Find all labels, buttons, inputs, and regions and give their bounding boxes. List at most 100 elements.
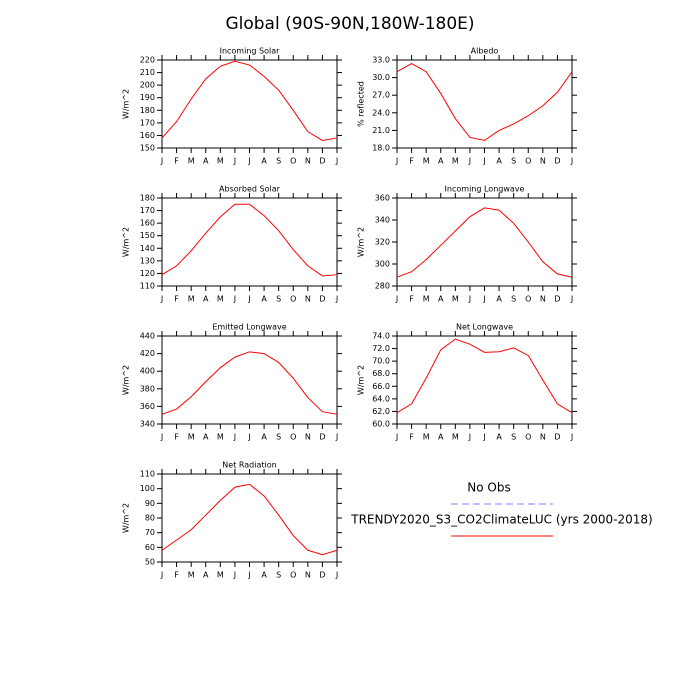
x-tick-label: M <box>188 571 195 580</box>
x-tick-label: A <box>496 433 502 442</box>
y-tick-label: 62.0 <box>372 407 390 416</box>
y-tick-label: 21.0 <box>372 126 390 135</box>
x-tick-label: M <box>217 571 224 580</box>
x-tick-label: M <box>452 433 459 442</box>
y-tick-label: 70.0 <box>372 357 390 366</box>
y-tick-label: 27.0 <box>372 91 390 100</box>
x-tick-label: A <box>261 571 267 580</box>
x-tick-label: D <box>319 157 325 166</box>
x-tick-label: A <box>438 157 444 166</box>
x-tick-label: M <box>217 157 224 166</box>
data-line <box>161 60 338 141</box>
x-tick-label: S <box>511 295 516 304</box>
x-tick-label: N <box>305 571 311 580</box>
legend-label: TRENDY2020_S3_CO2ClimateLUC (yrs 2000-20… <box>350 513 653 527</box>
panel-title: Emitted Longwave <box>212 323 286 332</box>
x-tick-label: F <box>174 433 179 442</box>
x-tick-label: J <box>247 295 250 304</box>
data-line <box>161 483 338 556</box>
y-tick-label: 66.0 <box>372 382 390 391</box>
y-tick-label: 200 <box>140 81 155 90</box>
x-tick-label: M <box>188 433 195 442</box>
x-tick-label: N <box>305 157 311 166</box>
x-tick-label: O <box>290 295 296 304</box>
x-tick-label: J <box>468 295 471 304</box>
x-tick-label: O <box>525 157 531 166</box>
y-tick-label: 110 <box>140 282 155 291</box>
x-tick-label: D <box>554 295 560 304</box>
y-tick-label: 320 <box>375 238 390 247</box>
x-tick-label: M <box>423 157 430 166</box>
x-tick-label: A <box>203 295 209 304</box>
x-tick-label: J <box>395 295 398 304</box>
data-line <box>396 62 573 141</box>
plot-frame <box>396 335 573 425</box>
y-tick-label: 80 <box>145 514 155 523</box>
x-tick-label: J <box>335 433 338 442</box>
y-axis-label: W/m^2 <box>122 89 131 119</box>
y-tick-label: 90 <box>145 499 155 508</box>
panel-title: Incoming Solar <box>220 47 281 56</box>
x-tick-label: S <box>511 433 516 442</box>
data-line <box>396 338 573 414</box>
x-tick-label: A <box>496 157 502 166</box>
x-tick-label: A <box>496 295 502 304</box>
x-tick-label: A <box>438 433 444 442</box>
y-tick-label: 72.0 <box>372 344 390 353</box>
x-tick-label: N <box>540 433 546 442</box>
x-tick-label: J <box>468 433 471 442</box>
y-tick-label: 170 <box>140 118 155 127</box>
x-tick-label: F <box>174 157 179 166</box>
x-tick-label: F <box>409 157 414 166</box>
x-tick-label: J <box>570 295 573 304</box>
x-tick-label: S <box>276 157 281 166</box>
y-tick-label: 220 <box>140 56 155 65</box>
x-tick-label: J <box>482 157 485 166</box>
x-tick-label: M <box>452 157 459 166</box>
x-tick-label: J <box>233 433 236 442</box>
x-tick-label: O <box>525 295 531 304</box>
y-tick-label: 150 <box>140 144 155 153</box>
x-tick-label: S <box>276 571 281 580</box>
x-tick-label: N <box>305 433 311 442</box>
y-tick-label: 210 <box>140 68 155 77</box>
x-tick-label: D <box>554 157 560 166</box>
x-tick-label: J <box>468 157 471 166</box>
x-tick-label: F <box>174 295 179 304</box>
x-tick-label: J <box>570 433 573 442</box>
x-tick-label: J <box>247 433 250 442</box>
x-tick-label: F <box>409 433 414 442</box>
x-tick-label: M <box>217 295 224 304</box>
data-line <box>161 203 338 277</box>
y-tick-label: 50 <box>145 558 155 567</box>
x-tick-label: J <box>247 157 250 166</box>
y-tick-label: 70 <box>145 528 155 537</box>
x-tick-label: J <box>335 571 338 580</box>
plot-frame <box>396 59 573 149</box>
figure-title: Global (90S-90N,180W-180E) <box>225 14 474 34</box>
y-tick-label: 300 <box>375 260 390 269</box>
x-tick-label: O <box>525 433 531 442</box>
x-tick-label: J <box>247 571 250 580</box>
y-tick-label: 30.0 <box>372 73 390 82</box>
x-tick-label: F <box>409 295 414 304</box>
panel-title: Incoming Longwave <box>445 185 525 194</box>
plot-frame <box>161 197 338 287</box>
panel-title: Absorbed Solar <box>219 185 281 194</box>
y-tick-label: 60 <box>145 543 155 552</box>
y-tick-label: 280 <box>375 282 390 291</box>
x-tick-label: J <box>233 571 236 580</box>
data-line <box>161 351 338 415</box>
x-tick-label: M <box>217 433 224 442</box>
data-line <box>396 207 573 278</box>
x-tick-label: J <box>395 433 398 442</box>
x-tick-label: O <box>290 433 296 442</box>
x-tick-label: J <box>482 433 485 442</box>
y-axis-label: W/m^2 <box>357 227 366 257</box>
plot-frame <box>396 197 573 287</box>
x-tick-label: S <box>276 433 281 442</box>
y-tick-label: 360 <box>140 402 155 411</box>
y-tick-label: 440 <box>140 332 155 341</box>
